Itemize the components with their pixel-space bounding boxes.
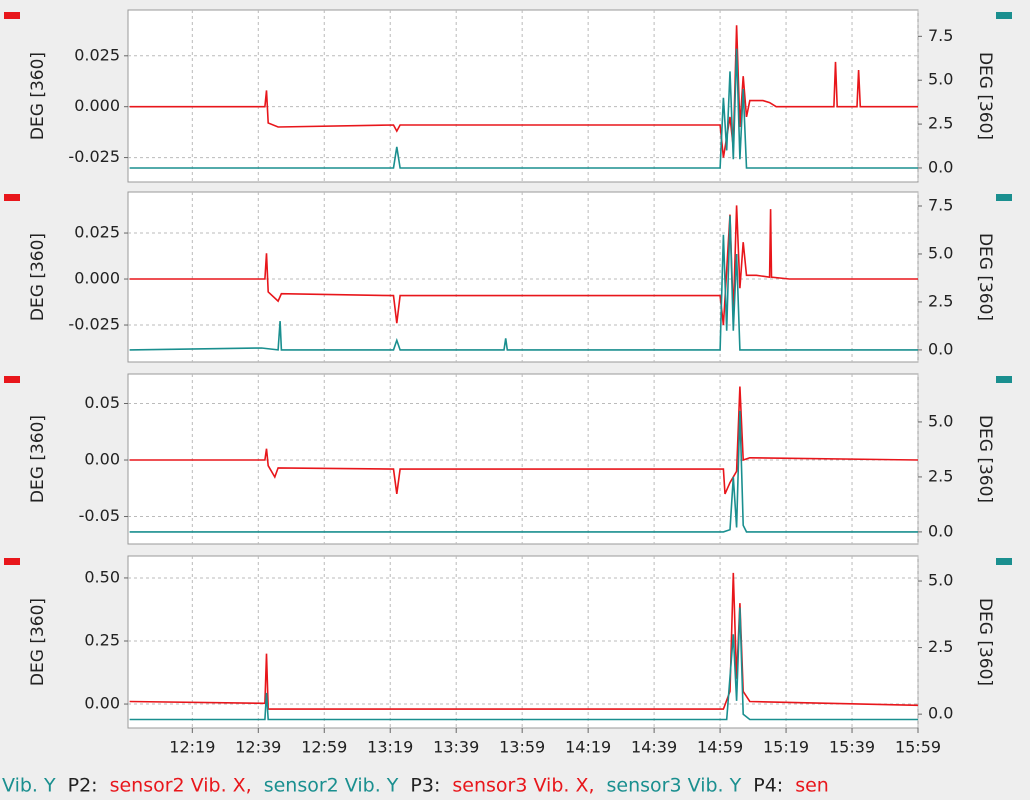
legend-swatch [4, 558, 20, 565]
y-tick-label: 0.000 [74, 96, 120, 115]
y-tick-label: -0.025 [68, 147, 120, 166]
x-tick-label: 14:19 [565, 738, 611, 757]
legend-swatch [4, 12, 20, 19]
x-tick-label: 13:59 [499, 738, 545, 757]
x-tick-label: 12:59 [301, 738, 347, 757]
y-tick-label: 0.25 [84, 630, 120, 649]
legend-entry: P4: [753, 775, 783, 797]
x-tick-label: 15:59 [895, 738, 941, 757]
y2-tick-label: 2.5 [928, 466, 953, 485]
y-tick-label: 0.025 [74, 45, 120, 64]
legend-swatch [4, 376, 20, 383]
y2-tick-label: 5.0 [928, 571, 953, 590]
series-line [129, 410, 918, 533]
x-tick-label: 12:19 [169, 738, 215, 757]
y2-tick-label: 5.0 [928, 243, 953, 262]
y-tick-label: 0.50 [84, 567, 120, 586]
y-tick-label: 0.05 [84, 393, 120, 412]
legend-entry: sensor2 Vib. Y [264, 775, 399, 797]
legend-swatch [996, 194, 1012, 201]
legend-entry: P3: [410, 775, 440, 797]
y2-tick-label: 0.0 [928, 704, 953, 723]
y2-tick-label: 2.5 [928, 114, 953, 133]
y-axis-label: DEG [360] [28, 415, 48, 503]
legend-swatch [996, 376, 1012, 383]
y2-axis-label: DEG [360] [975, 52, 995, 140]
series-line [129, 572, 919, 710]
y2-tick-label: 2.5 [928, 637, 953, 656]
legend-entry: sensor2 Vib. X, [110, 775, 252, 797]
x-tick-label: 14:59 [697, 738, 743, 757]
y-tick-label: 0.00 [84, 450, 120, 469]
y2-tick-label: 0.0 [928, 157, 953, 176]
y-tick-label: -0.025 [68, 315, 120, 334]
plot-area [127, 9, 919, 183]
legend-entry: sensor3 Vib. Y [607, 775, 742, 797]
y2-tick-label: 2.5 [928, 291, 953, 310]
plot-area [127, 191, 919, 363]
y-axis-label: DEG [360] [28, 233, 48, 321]
series-line [129, 386, 919, 495]
x-tick-label: 14:39 [631, 738, 677, 757]
y2-tick-label: 0.0 [928, 339, 953, 358]
legend-swatch [4, 194, 20, 201]
y2-axis-label: DEG [360] [975, 598, 995, 686]
y-axis-label: DEG [360] [28, 52, 48, 140]
x-tick-label: 12:39 [235, 738, 281, 757]
series-line [129, 607, 918, 721]
legend-entry: sen [795, 775, 829, 797]
y-tick-label: -0.05 [79, 506, 120, 525]
x-tick-label: 13:39 [433, 738, 479, 757]
y-axis-label: DEG [360] [28, 598, 48, 686]
y2-tick-label: 0.0 [928, 521, 953, 540]
series-line [129, 25, 918, 158]
y-tick-label: 0.025 [74, 223, 120, 242]
legend-swatch [996, 12, 1012, 19]
legend-entry: sensor3 Vib. X, [452, 775, 594, 797]
y2-tick-label: 7.5 [928, 196, 953, 215]
y2-tick-label: 7.5 [928, 26, 953, 45]
series-line [129, 205, 918, 326]
series-line [129, 215, 918, 351]
y2-axis-label: DEG [360] [975, 415, 995, 503]
x-tick-label: 15:19 [763, 738, 809, 757]
y-tick-label: 0.00 [84, 694, 120, 713]
y2-tick-label: 5.0 [928, 411, 953, 430]
legend-swatch [996, 558, 1012, 565]
x-tick-label: 15:39 [829, 738, 875, 757]
y2-axis-label: DEG [360] [975, 233, 995, 321]
y2-tick-label: 5.0 [928, 70, 953, 89]
legend-entry: P2: [68, 775, 98, 797]
y-tick-label: 0.000 [74, 269, 120, 288]
series-line [129, 48, 918, 169]
legend-entry: Vib. Y [2, 775, 56, 797]
x-tick-label: 13:19 [367, 738, 413, 757]
